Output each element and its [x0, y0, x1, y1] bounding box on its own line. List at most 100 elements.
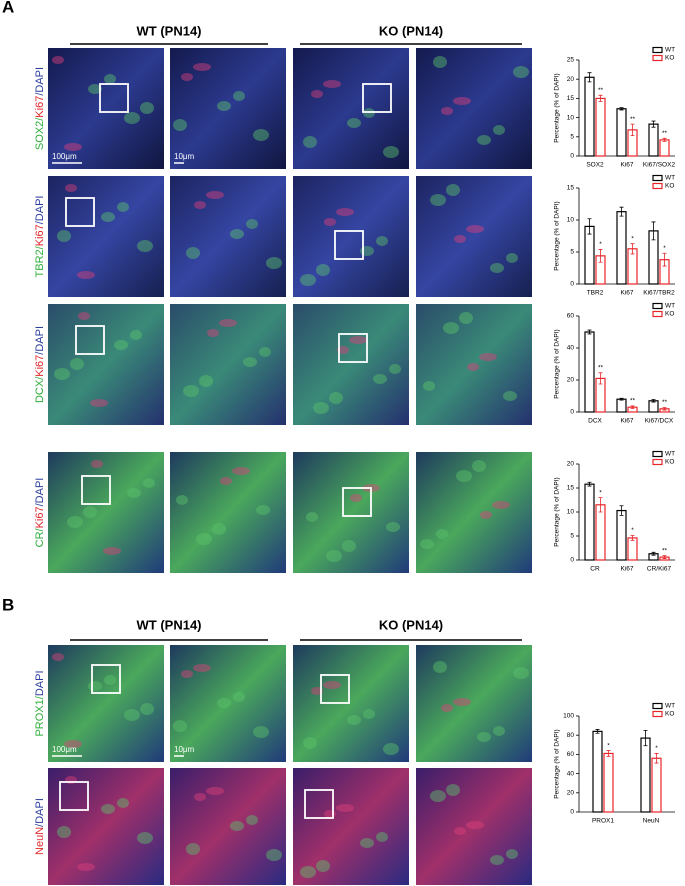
bar	[595, 504, 606, 561]
cell-cluster	[124, 709, 140, 721]
cell-cluster	[64, 143, 82, 151]
y-tick-label: 20	[567, 790, 575, 797]
cell-cluster	[342, 540, 356, 552]
cell-cluster	[456, 470, 472, 482]
cell-cluster	[246, 219, 258, 229]
cell-cluster	[490, 855, 504, 865]
cell-cluster	[104, 675, 116, 685]
error-bar	[662, 252, 667, 267]
legend-swatch	[652, 710, 663, 718]
cell-cluster	[513, 66, 529, 78]
significance: *	[631, 235, 634, 242]
cell-cluster	[313, 402, 329, 414]
row-label-part: Ki67	[34, 224, 46, 246]
significance: **	[598, 365, 604, 372]
cell-cluster	[493, 726, 505, 736]
bar	[616, 509, 627, 561]
cell-cluster	[217, 101, 231, 111]
legend-label: WT	[665, 303, 675, 310]
cell-cluster	[212, 523, 226, 535]
cell-cluster	[443, 322, 459, 334]
legend-swatch	[652, 302, 663, 310]
error-bar	[662, 137, 667, 142]
cell-cluster	[101, 804, 115, 814]
cell-cluster	[194, 793, 206, 801]
row-label-part: CR/	[34, 527, 46, 547]
cell-cluster	[350, 494, 362, 502]
cell-cluster	[477, 732, 491, 742]
scale-bar-label: 100μm	[52, 745, 77, 754]
error-bar	[587, 481, 592, 487]
cell-cluster	[101, 212, 115, 222]
cell-cluster	[492, 501, 510, 509]
cell-cluster	[349, 336, 367, 344]
column-header: WT (PN14)	[137, 617, 202, 632]
error-bar	[630, 243, 635, 255]
micrograph	[416, 176, 532, 297]
cell-cluster	[453, 698, 471, 706]
column-header: KO (PN14)	[379, 23, 443, 38]
legend-label: WT	[665, 47, 675, 54]
cell-cluster	[311, 687, 323, 695]
cell-cluster	[52, 56, 64, 64]
cell-cluster	[446, 184, 460, 196]
bar	[616, 211, 627, 285]
cell-cluster	[91, 460, 103, 468]
legend-swatch	[652, 702, 663, 710]
cell-cluster	[193, 63, 211, 71]
cell-cluster	[479, 353, 497, 361]
row-label: DCX/Ki67/DAPI	[34, 326, 46, 403]
error-bar	[643, 730, 648, 747]
cell-cluster	[493, 125, 505, 135]
cell-cluster	[104, 74, 116, 84]
cell-cluster	[64, 740, 82, 748]
cell-cluster	[233, 91, 245, 101]
cell-cluster	[130, 330, 142, 340]
cell-cluster	[57, 230, 71, 242]
row-label-part: PROX1/	[34, 695, 46, 736]
x-tick-label: Ki67/TBR2	[643, 290, 675, 297]
cell-cluster	[230, 229, 244, 239]
micrograph	[293, 48, 409, 169]
significance: **	[662, 547, 668, 554]
cell-cluster	[52, 653, 64, 661]
row-label: SOX2/Ki67/DAPI	[34, 67, 46, 150]
cell-cluster	[57, 826, 71, 838]
cell-cluster	[441, 704, 453, 712]
column-header: KO (PN14)	[379, 617, 443, 632]
significance: *	[607, 742, 610, 749]
error-bar	[654, 753, 659, 764]
cell-cluster	[323, 80, 341, 88]
cell-cluster	[363, 108, 375, 118]
y-tick-label: 25	[567, 57, 575, 64]
legend-swatch	[652, 458, 663, 466]
bar	[627, 537, 638, 561]
cell-cluster	[433, 661, 447, 673]
micrograph	[293, 176, 409, 297]
y-tick-label: 60	[567, 313, 575, 320]
cell-cluster	[506, 253, 518, 263]
cell-cluster	[186, 843, 200, 855]
cell-cluster	[253, 129, 269, 141]
cell-cluster	[232, 467, 250, 475]
cell-cluster	[441, 107, 453, 115]
micrograph	[416, 768, 532, 885]
row-label-part: /DAPI	[34, 478, 46, 507]
cell-cluster	[303, 737, 317, 749]
y-tick-label: 80	[567, 732, 575, 739]
cell-cluster	[454, 235, 466, 243]
cell-cluster	[389, 364, 401, 374]
cell-cluster	[194, 201, 206, 209]
scale-bar-label: 100μm	[52, 152, 77, 161]
cell-cluster	[466, 225, 484, 233]
cell-cluster	[199, 375, 213, 387]
micrograph	[293, 645, 409, 762]
cell-cluster	[316, 264, 330, 276]
zoom-box	[362, 83, 392, 113]
cell-cluster	[173, 119, 187, 131]
cell-cluster	[176, 495, 188, 505]
cell-cluster	[326, 550, 342, 562]
y-tick-label: 0	[570, 409, 574, 416]
y-tick-label: 20	[567, 461, 575, 468]
zoom-box	[342, 487, 372, 517]
